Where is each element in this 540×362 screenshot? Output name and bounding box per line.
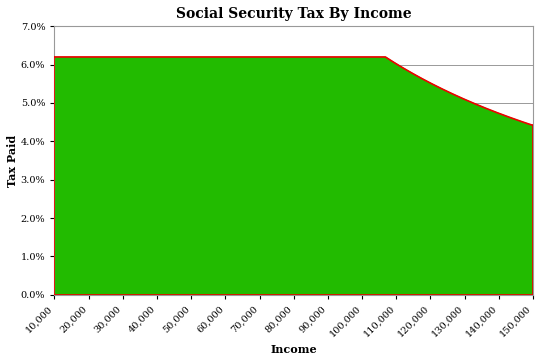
- Title: Social Security Tax By Income: Social Security Tax By Income: [176, 7, 411, 21]
- X-axis label: Income: Income: [271, 344, 317, 355]
- Y-axis label: Tax Paid: Tax Paid: [7, 134, 18, 187]
